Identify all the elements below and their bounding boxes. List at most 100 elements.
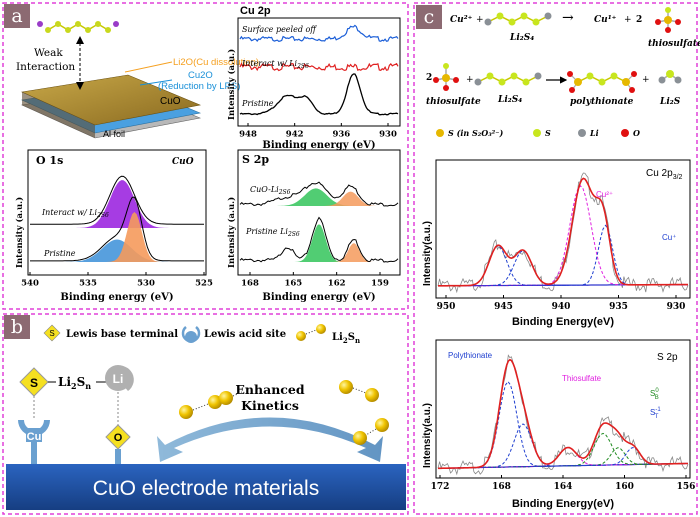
r1-thiosulfate-molecule [655, 7, 681, 33]
r2-thiosulfate-molecule [433, 63, 459, 91]
r1-thiosulfate-label: thiosulfate [648, 39, 700, 49]
c-cu2p-ylabel: Intensity(a.u.) [422, 221, 433, 286]
electrode-bar [6, 464, 406, 510]
s2p-a-top-green-peak [240, 188, 398, 206]
cu2p-x-ticks: 948 942 936 930 [239, 123, 397, 140]
cu2p-tick-label: 936 [332, 130, 350, 140]
panel-b-label-box [4, 315, 30, 339]
lewis-base-icon [43, 324, 61, 342]
panel-b-legend: S Lewis base terminal Cu Lewis acid site… [43, 324, 360, 345]
weak-label: Weak [34, 47, 63, 59]
o1s-pristine-label: Pristine [43, 249, 76, 258]
lewis-acid-icon-base [185, 331, 197, 343]
reaction-1: Cu²⁺ + Li₂S₄ → Cu¹⁺ + 2 thiosulfate [450, 7, 700, 49]
cu2p-peeled-curve [239, 24, 399, 43]
r2-polythionate-molecule [567, 71, 637, 93]
o1s-axes [27, 149, 207, 276]
c-s2p-xlabel: Binding Energy(eV) [512, 498, 614, 510]
s2p-a-plot [237, 149, 401, 276]
r2-polythionate-label: polythionate [570, 97, 634, 107]
s2p-a-x-ticks: 168 165 162 159 [241, 272, 389, 289]
legend-swatch [533, 129, 541, 137]
c-cu2p-raw-curve [437, 172, 689, 294]
panel-c-label: c [424, 6, 435, 28]
s2p-a-axes [237, 149, 401, 276]
o1s-plot [27, 149, 207, 276]
c-s2p-x-ticks: 172 168 164 160 156 [431, 475, 695, 492]
o1s-interact-curve [30, 175, 204, 225]
s2p-a-top-orange-peak [240, 191, 398, 206]
c-cu2p-fit [438, 177, 688, 287]
reaction-2: 2 thiosulfate + Li₂S₄ [426, 63, 682, 107]
r1-arrow: → [562, 10, 574, 26]
c-cu2p-tick-label: 950 [437, 302, 456, 312]
r1-cu2plus: Cu²⁺ [450, 15, 473, 25]
c-s2p-polythionate-label: Polythionate [448, 351, 493, 360]
legend-label: S (in S₂O₃²⁻) [448, 128, 503, 138]
cuo-layer-schematic [20, 21, 202, 139]
li2sn-center-label: Li2Sn [58, 375, 91, 391]
c-cu2p-axes [435, 159, 691, 299]
legend-swatch [621, 129, 629, 137]
o-stem [115, 449, 121, 464]
cu2p-xlabel: Binding energy (eV) [262, 140, 375, 151]
s2p-a-tick-label: 159 [371, 279, 389, 289]
cu-stem [31, 442, 37, 464]
li2sn-legend-label: Li2Sn [332, 332, 360, 345]
r2-plus2: + [642, 75, 650, 85]
legend-label: Li [589, 128, 599, 138]
r2-thiosulfate-label: thiosulfate [426, 97, 481, 107]
r1-plus: + [476, 15, 484, 25]
panel-b-frame [2, 313, 409, 515]
o1s-tag: CuO [172, 157, 194, 167]
r1-two: 2 [636, 15, 642, 25]
r2-plus: + [466, 75, 474, 85]
cu2p-tick-label: 948 [239, 130, 257, 140]
c-cu2p-tick-label: 930 [667, 302, 686, 312]
s2p-a-bottom-orange-peak [240, 243, 398, 262]
cu2o-reduction-label: (Reduction by LPS) [158, 81, 240, 92]
cu2p-ylabel: Intensity (a.u.) [226, 49, 237, 120]
panel-c-frame [413, 2, 698, 515]
interaction-label: Interaction [16, 61, 75, 73]
o1s-pristine-curve [30, 196, 204, 262]
c-cu2p-tick-label: 945 [494, 302, 513, 312]
s2p-a-pristine-li-label: Pristine Li2S6 [245, 227, 300, 238]
c-s2p-st-label: S-1 T [650, 407, 661, 420]
o1s-tick-label: 535 [79, 279, 97, 289]
s2p-a-tick-label: 162 [328, 279, 346, 289]
c-cu2p-xlabel: Binding Energy(eV) [512, 316, 614, 328]
r2-two: 2 [426, 73, 432, 83]
o1s-title: O 1s [36, 154, 63, 167]
legend-label: O [633, 128, 640, 138]
s2p-a-cuo-li-label: CuO-Li2S6 [250, 185, 291, 196]
s2p-a-title: S 2p [242, 153, 269, 166]
kinetics-label: Kinetics [241, 398, 299, 413]
o1s-interact-peak [30, 180, 204, 228]
s2p-a-ylabel: Intensity (a.u.) [226, 197, 237, 268]
panel-a-label: a [11, 5, 22, 27]
r2-li2s4-molecule [474, 72, 542, 86]
li2o-label: Li2O(Cu dissolution) [173, 57, 259, 68]
o1s-x-ticks: 540 535 530 525 [21, 272, 213, 289]
legend-label: S [545, 128, 551, 138]
double-arrow [157, 417, 383, 462]
li2sn-cluster-right [339, 380, 389, 445]
panel-a-label-box [4, 4, 30, 28]
lewis-acid-label: Lewis acid site [204, 329, 286, 340]
c-cu2p-cu1plus-label: Cu⁺ [662, 233, 676, 242]
r2-li2s4-label: Li₂S₄ [497, 95, 522, 105]
panel-c-atom-legend: S (in S₂O₃²⁻) S Li O [436, 128, 640, 138]
o1s-interact-label: Interact w/ Li2S6 [41, 208, 109, 219]
li2s6-molecule [37, 21, 119, 33]
o1s-tick-label: 540 [21, 279, 39, 289]
cu-cup-body [26, 428, 42, 442]
r1-plus2: + [624, 15, 632, 25]
c-cu2p-cu2-component [438, 185, 688, 287]
lewis-base-icon-letter: S [49, 329, 54, 338]
o1s-xlabel: Binding energy (eV) [60, 292, 173, 303]
c-cu2p-tick-label: 940 [552, 302, 571, 312]
c-s2p-fit [438, 358, 688, 470]
r1-li2s4-molecule [484, 12, 552, 26]
cu2p-peeled-label: Surface peeled off [242, 25, 317, 34]
